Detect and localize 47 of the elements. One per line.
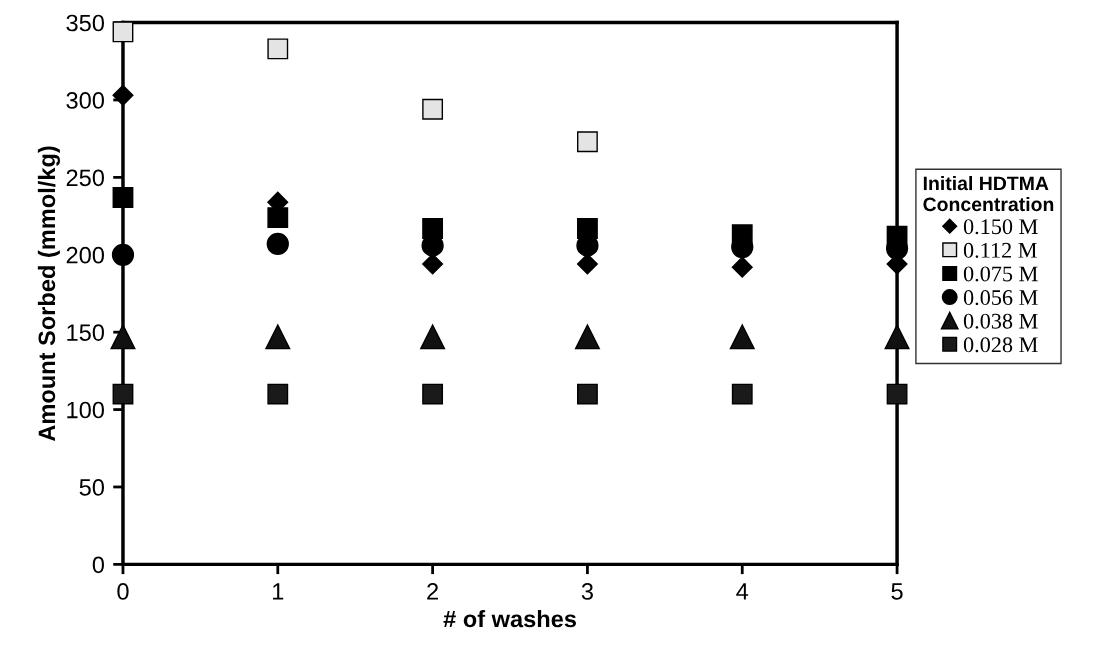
point xyxy=(265,324,291,350)
legend-label: 0.038 M xyxy=(963,313,1038,329)
point xyxy=(886,383,908,405)
point xyxy=(112,187,134,208)
y-tick-label: 100 xyxy=(67,401,104,419)
point xyxy=(422,253,444,275)
legend-label: 0.150 M xyxy=(963,219,1038,235)
point xyxy=(111,243,135,266)
y-tick-label: 350 xyxy=(66,14,104,32)
point xyxy=(731,383,753,405)
point xyxy=(420,324,446,350)
point xyxy=(731,256,753,278)
legend-label: 0.028 M xyxy=(963,337,1038,353)
x-tick-label: 0 xyxy=(117,583,129,600)
y-tick-label: 300 xyxy=(66,92,104,109)
y-tick-label: 200 xyxy=(66,246,104,264)
x-tick-label: 5 xyxy=(891,583,903,600)
legend-label: 0.075 M xyxy=(963,266,1038,282)
point xyxy=(112,84,134,106)
legend-title: Initial HDTMA Concentration xyxy=(923,175,1054,212)
point xyxy=(112,21,134,43)
x-tick-label: 2 xyxy=(427,583,438,600)
y-tick-label: 150 xyxy=(67,324,104,341)
point xyxy=(884,324,910,350)
y-tick-label: 50 xyxy=(79,479,104,496)
point xyxy=(267,38,289,60)
x-axis-title: # of washes xyxy=(443,610,576,628)
x-tick-label: 3 xyxy=(581,583,593,600)
point xyxy=(267,207,289,229)
legend-label: 0.112 M xyxy=(963,242,1037,258)
x-tick-label: 4 xyxy=(736,583,749,600)
y-axis-title: Amount Sorbed (mmol/kg) xyxy=(37,146,60,442)
point xyxy=(422,383,444,405)
point xyxy=(576,253,598,275)
point xyxy=(110,324,136,350)
point xyxy=(266,232,289,256)
point xyxy=(422,98,444,120)
y-tick-label: 0 xyxy=(92,556,104,574)
x-tick-label: 1 xyxy=(273,583,284,600)
point xyxy=(112,383,134,405)
point xyxy=(729,324,755,350)
point xyxy=(267,383,289,405)
y-tick-label: 250 xyxy=(66,169,104,187)
point xyxy=(574,324,600,350)
point xyxy=(577,131,598,153)
point xyxy=(577,383,598,405)
legend-label: 0.056 M xyxy=(963,290,1038,306)
